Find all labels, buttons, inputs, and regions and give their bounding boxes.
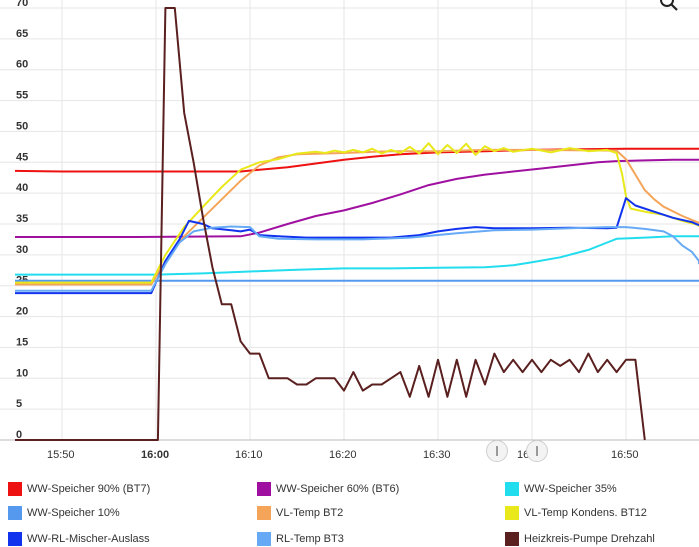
legend-item[interactable]: WW-Speicher 90% (BT7): [8, 481, 150, 497]
grid: [0, 0, 699, 441]
legend-label: WW-RL-Mischer-Auslass: [27, 533, 150, 545]
x-tick-label: 16:00: [141, 449, 169, 461]
legend-swatch: [8, 506, 22, 520]
series-line-ww-speicher-90-bt7: [14, 147, 699, 173]
legend-swatch: [257, 482, 271, 496]
y-tick-label: 15: [16, 336, 28, 348]
legend-label: WW-Speicher 10%: [27, 507, 120, 519]
y-tick-label: 50: [16, 120, 28, 132]
legend-item[interactable]: WW-Speicher 35%: [505, 481, 617, 497]
series-group: [14, 7, 699, 441]
legend-label: WW-Speicher 90% (BT7): [27, 483, 151, 495]
legend-item[interactable]: VL-Temp Kondens. BT12: [505, 505, 647, 521]
y-tick-label: 0: [16, 429, 22, 441]
series-line-vl-temp-kondens-bt12: [15, 142, 699, 284]
y-tick-label: 10: [16, 367, 28, 379]
y-tick-label: 55: [16, 90, 28, 102]
legend-swatch: [505, 532, 519, 546]
y-tick-label: 40: [16, 182, 28, 194]
legend-label: VL-Temp Kondens. BT12: [524, 507, 647, 519]
y-tick-label: 60: [16, 59, 28, 71]
series-line-vl-temp-bt2: [15, 148, 699, 286]
legend-swatch: [257, 506, 271, 520]
range-handle-left[interactable]: [486, 440, 508, 462]
series-line-heizkreis-pumpe-drehzahl: [15, 7, 646, 441]
legend-item[interactable]: WW-RL-Mischer-Auslass: [8, 531, 150, 547]
range-handle-icon: [496, 446, 498, 456]
legend-swatch: [505, 482, 519, 496]
legend-label: VL-Temp BT2: [276, 507, 344, 519]
series-line-ww-rl-mischer-auslass: [15, 197, 699, 295]
legend-swatch: [8, 482, 22, 496]
x-tick-label: 16:20: [329, 449, 357, 461]
y-tick-label: 70: [16, 0, 28, 9]
legend-swatch: [8, 532, 22, 546]
x-tick-label: 15:50: [47, 449, 75, 461]
y-tick-label: 35: [16, 213, 28, 225]
y-tick-label: 30: [16, 244, 28, 256]
x-tick-label: 16:10: [235, 449, 263, 461]
legend-item[interactable]: Heizkreis-Pumpe Drehzahl: [505, 531, 655, 547]
y-tick-label: 45: [16, 151, 28, 163]
legend-label: Heizkreis-Pumpe Drehzahl: [524, 533, 655, 545]
x-tick-label: 16:50: [611, 449, 639, 461]
legend-label: WW-Speicher 35%: [524, 483, 617, 495]
range-handle-right[interactable]: [526, 440, 548, 462]
legend: WW-Speicher 90% (BT7) WW-Speicher 60% (BT…: [0, 472, 699, 547]
legend-label: RL-Temp BT3: [276, 533, 344, 545]
legend-item[interactable]: RL-Temp BT3: [257, 531, 344, 547]
series-line-ww-speicher-60-bt6: [15, 158, 699, 238]
legend-swatch: [257, 532, 271, 546]
legend-item[interactable]: WW-Speicher 10%: [8, 505, 120, 521]
y-tick-label: 65: [16, 28, 28, 40]
y-tick-label: 20: [16, 306, 28, 318]
magnifier-icon[interactable]: [659, 0, 679, 12]
legend-item[interactable]: WW-Speicher 60% (BT6): [257, 481, 399, 497]
y-tick-label: 5: [16, 398, 22, 410]
legend-swatch: [505, 506, 519, 520]
range-handle-icon: [536, 446, 538, 456]
series-line-rl-temp-bt3: [15, 225, 699, 292]
series-line-ww-speicher-35: [15, 235, 699, 276]
x-tick-label: 16:30: [423, 449, 451, 461]
legend-label: WW-Speicher 60% (BT6): [276, 483, 400, 495]
legend-item[interactable]: VL-Temp BT2: [257, 505, 343, 521]
